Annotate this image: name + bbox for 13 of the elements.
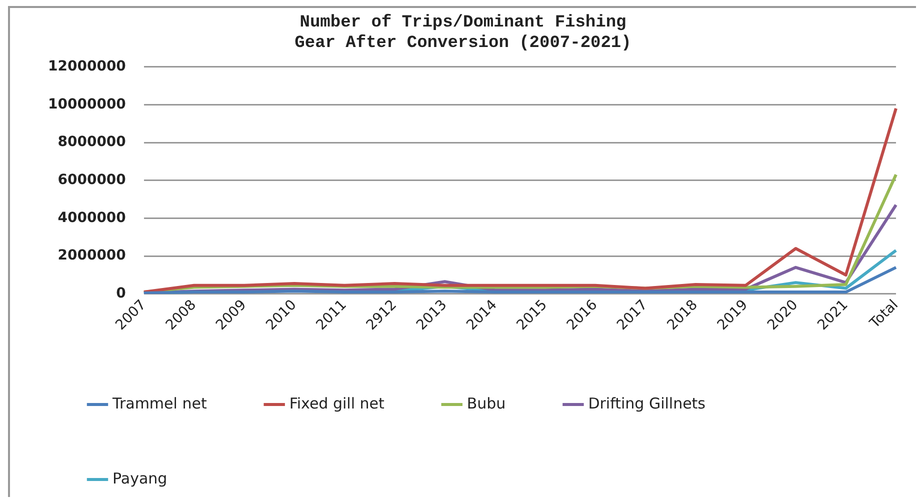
y-tick-label: 10000000	[48, 96, 126, 112]
legend-label: Fixed gill net	[289, 394, 384, 412]
y-tick-label: 2000000	[58, 248, 126, 264]
chart-title: Number of Trips/Dominant Fishing Gear After Conversion (2007-2021)	[294, 13, 632, 53]
y-tick-label: 12000000	[48, 58, 126, 74]
y-tick-label: 0	[116, 286, 126, 302]
y-tick-label: 8000000	[58, 134, 126, 150]
y-tick-label: 6000000	[58, 172, 126, 188]
legend-label: Bubu	[466, 394, 506, 412]
legend-label: Trammel net	[112, 394, 207, 412]
y-tick-label: 4000000	[58, 210, 126, 226]
legend-label: Drifting Gillnets	[588, 394, 706, 412]
legend-label: Payang	[112, 469, 168, 488]
